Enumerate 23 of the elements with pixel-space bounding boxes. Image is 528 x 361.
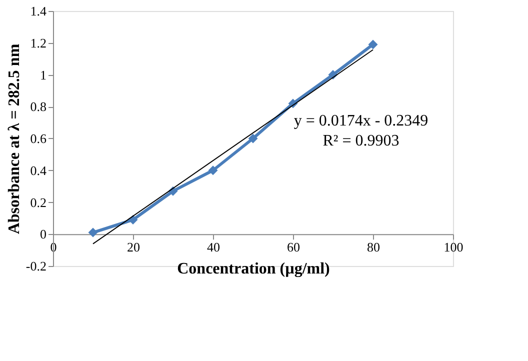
y-tick-label: 1.2 <box>30 35 46 50</box>
y-axis-title: Absorbance at λ = 282.5 nm <box>6 43 23 234</box>
point <box>88 228 98 238</box>
y-tick-label: 0.4 <box>30 162 47 178</box>
x-tick-label: 80 <box>367 240 380 255</box>
point <box>128 215 138 225</box>
y-tick-label: 0 <box>40 226 46 242</box>
point <box>248 134 258 144</box>
y-tick-label: 1.4 <box>30 4 47 18</box>
x-tick-label: 100 <box>444 240 464 255</box>
x-tick-label: 40 <box>207 240 220 255</box>
x-tick-label: 20 <box>127 240 140 255</box>
annotation: R² = 0.9903 <box>322 132 400 150</box>
x-axis-title: Concentration (µg/ml) <box>177 260 330 278</box>
y-tick-label: 0.2 <box>30 194 46 210</box>
annotation: y = 0.0174x - 0.2349 <box>294 112 428 130</box>
x-tick-label: 60 <box>287 240 300 255</box>
point <box>368 40 378 50</box>
y-tick-label: -0.2 <box>26 258 46 274</box>
y-tick-label: 0.8 <box>30 99 46 114</box>
y-tick-label: 0.6 <box>30 131 47 146</box>
point <box>208 166 218 176</box>
y-tick-label: 1 <box>40 67 46 82</box>
